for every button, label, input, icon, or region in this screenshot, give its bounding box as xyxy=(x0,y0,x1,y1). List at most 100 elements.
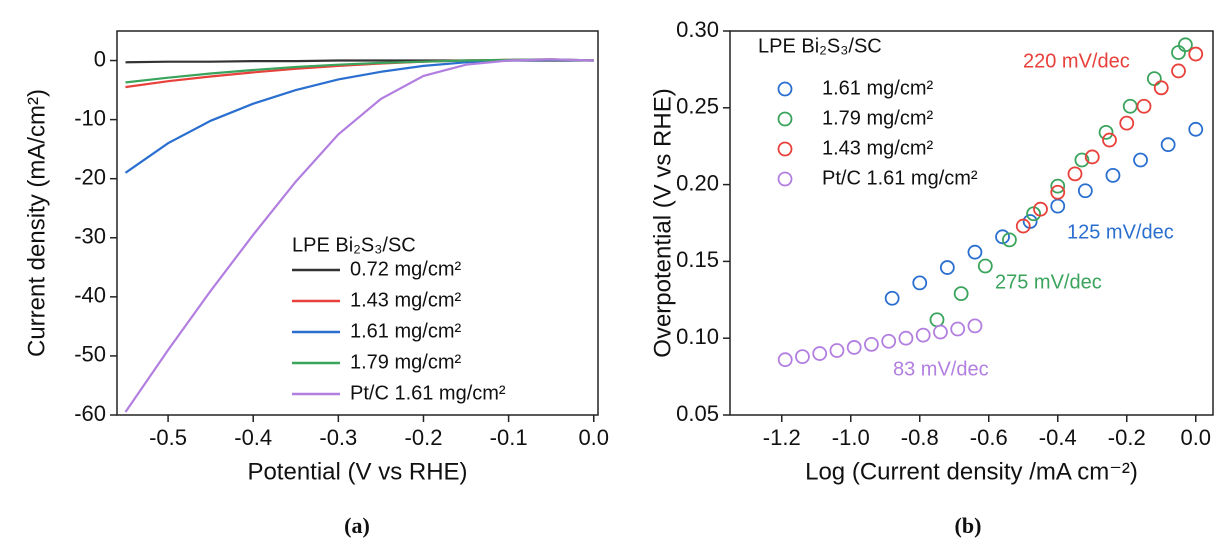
legend-label: 1.61 mg/cm² xyxy=(822,77,933,99)
x-tick-label: -0.4 xyxy=(234,425,272,450)
legend-label: Pt/C 1.61 mg/cm² xyxy=(350,382,506,404)
panel-label: (a) xyxy=(344,513,370,538)
data-point xyxy=(953,286,969,302)
x-axis-title: Potential (V vs RHE) xyxy=(247,458,467,485)
legend-key xyxy=(777,141,793,157)
data-point xyxy=(929,312,945,328)
data-point xyxy=(881,333,897,349)
data-point xyxy=(967,244,983,260)
data-point xyxy=(1102,132,1117,148)
x-tick-label: -0.6 xyxy=(970,425,1008,450)
data-point xyxy=(1133,152,1148,168)
data-point xyxy=(795,349,810,365)
data-point xyxy=(1136,98,1152,114)
data-point xyxy=(1119,115,1135,131)
x-tick-label: -0.2 xyxy=(405,425,443,450)
y-tick-label: 0.25 xyxy=(676,94,719,119)
data-point xyxy=(1171,45,1186,60)
y-axis-title: Overpotential (V vs RHE) xyxy=(649,88,676,357)
data-point xyxy=(1160,137,1176,153)
x-tick-label: -0.5 xyxy=(149,425,187,450)
x-tick-label: -0.2 xyxy=(1108,425,1146,450)
y-tick-label: 0.15 xyxy=(676,247,719,272)
data-line xyxy=(124,58,594,413)
legend-label: 1.79 mg/cm² xyxy=(350,351,461,373)
y-tick-label: -20 xyxy=(74,165,106,190)
data-point xyxy=(884,290,900,306)
data-point xyxy=(1033,201,1048,217)
data-point xyxy=(939,260,955,275)
data-point xyxy=(950,321,966,337)
legend-title: LPE Bi₂S₃/SC xyxy=(758,35,882,57)
legend-label: 1.43 mg/cm² xyxy=(822,137,933,159)
data-point xyxy=(933,324,948,340)
x-tick-label: 0.0 xyxy=(578,425,609,450)
data-point xyxy=(912,275,928,291)
x-tick-label: -0.4 xyxy=(1039,425,1077,450)
data-point xyxy=(777,352,793,368)
data-point xyxy=(1171,63,1186,79)
legend-label: 1.61 mg/cm² xyxy=(350,320,461,342)
x-tick-label: -0.3 xyxy=(319,425,357,450)
legend-label: 0.72 mg/cm² xyxy=(350,258,461,280)
data-point xyxy=(1098,124,1114,140)
data-point xyxy=(1188,121,1204,137)
x-tick-label: 0.0 xyxy=(1180,425,1211,450)
y-axis-title: Current density (mA/cm²) xyxy=(23,89,50,357)
annotation: 83 mV/dec xyxy=(893,358,989,380)
y-tick-label: -50 xyxy=(74,342,106,367)
data-point xyxy=(1015,218,1031,234)
data-point xyxy=(1067,166,1083,182)
x-tick-label: -1.0 xyxy=(832,425,870,450)
y-tick-label: -10 xyxy=(74,105,106,130)
y-tick-label: 0.10 xyxy=(676,324,719,349)
legend-key xyxy=(777,111,793,127)
data-point xyxy=(1178,37,1193,53)
data-point xyxy=(1002,232,1017,248)
y-tick-label: 0.20 xyxy=(676,170,719,195)
data-point xyxy=(1074,152,1090,168)
annotation: 220 mV/dec xyxy=(1023,50,1130,72)
annotation: 275 mV/dec xyxy=(995,271,1102,293)
plot-frame xyxy=(729,30,1214,416)
data-point xyxy=(1153,80,1169,96)
data-point xyxy=(1122,98,1138,114)
data-point xyxy=(995,229,1010,245)
plot-frame xyxy=(116,30,599,416)
data-point xyxy=(1188,46,1204,62)
legend-label: 1.79 mg/cm² xyxy=(822,107,933,129)
legend-key xyxy=(777,171,793,187)
legend-label: Pt/C 1.61 mg/cm² xyxy=(822,167,978,189)
y-tick-label: 0.30 xyxy=(676,17,719,42)
data-point xyxy=(846,340,862,355)
x-axis-title: Log (Current density /mA cm⁻²) xyxy=(805,458,1138,485)
y-tick-label: -60 xyxy=(74,401,106,426)
data-point xyxy=(898,330,914,346)
data-point xyxy=(1050,178,1066,194)
data-point xyxy=(915,327,931,343)
legend-title: LPE Bi₂S₃/SC xyxy=(292,234,416,256)
x-tick-label: -0.8 xyxy=(901,425,939,450)
y-tick-label: 0.05 xyxy=(676,401,719,426)
y-tick-label: -40 xyxy=(74,283,106,308)
data-point xyxy=(1077,183,1093,199)
data-point xyxy=(829,343,845,358)
annotation: 125 mV/dec xyxy=(1067,221,1174,243)
y-tick-label: 0 xyxy=(94,46,106,71)
legend-label: 1.43 mg/cm² xyxy=(350,289,461,311)
panel-label: (b) xyxy=(955,513,982,538)
data-point xyxy=(1105,167,1121,183)
data-point xyxy=(977,258,993,274)
data-point xyxy=(812,346,828,361)
legend-key xyxy=(777,81,793,97)
data-point xyxy=(1084,149,1100,165)
data-point xyxy=(1050,184,1066,200)
x-tick-label: -1.2 xyxy=(763,425,801,450)
data-point xyxy=(967,318,983,334)
data-point xyxy=(864,336,879,352)
data-point xyxy=(1146,71,1162,87)
data-point xyxy=(1050,198,1066,214)
x-tick-label: -0.1 xyxy=(490,425,528,450)
y-tick-label: -30 xyxy=(74,224,106,249)
